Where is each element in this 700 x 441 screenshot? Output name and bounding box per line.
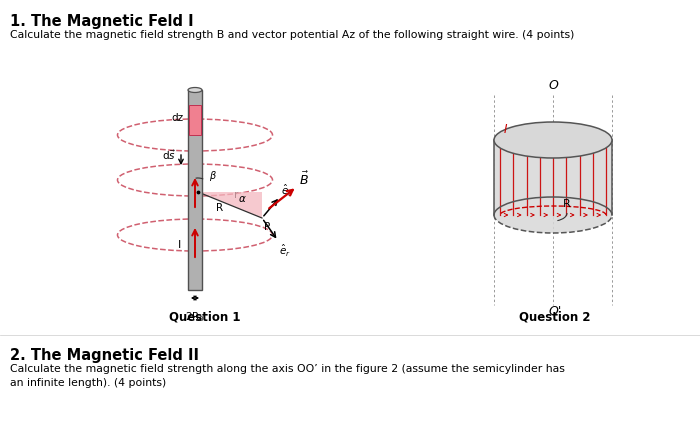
Text: $\hat{e}_r$: $\hat{e}_r$ bbox=[279, 243, 291, 259]
Bar bbox=[188, 90, 202, 290]
Ellipse shape bbox=[188, 87, 202, 93]
Text: $\vec{B}$: $\vec{B}$ bbox=[299, 170, 309, 187]
Text: R: R bbox=[563, 199, 570, 209]
Text: dz: dz bbox=[171, 113, 183, 123]
Text: $\hat{e}_t$: $\hat{e}_t$ bbox=[281, 183, 293, 199]
Text: I: I bbox=[504, 123, 508, 136]
Text: I: I bbox=[178, 240, 181, 250]
Ellipse shape bbox=[494, 122, 612, 158]
Text: d$\vec{s}$: d$\vec{s}$ bbox=[162, 148, 177, 162]
Text: O': O' bbox=[548, 305, 561, 318]
Text: R: R bbox=[216, 203, 223, 213]
Polygon shape bbox=[494, 122, 612, 233]
Text: 1. The Magnetic Feld I: 1. The Magnetic Feld I bbox=[10, 14, 194, 29]
Text: an infinite length). (4 points): an infinite length). (4 points) bbox=[10, 378, 167, 388]
Text: Question 1: Question 1 bbox=[169, 310, 241, 323]
Text: O: O bbox=[548, 79, 558, 92]
Text: 2R$_0$: 2R$_0$ bbox=[185, 310, 205, 324]
Text: r: r bbox=[234, 190, 239, 200]
Text: Question 2: Question 2 bbox=[519, 310, 591, 323]
Text: $\beta$: $\beta$ bbox=[209, 169, 217, 183]
Text: $\alpha$: $\alpha$ bbox=[238, 194, 246, 204]
Text: 2. The Magnetic Feld II: 2. The Magnetic Feld II bbox=[10, 348, 199, 363]
Bar bbox=[189, 105, 201, 135]
Text: Calculate the magnetic field strength B and vector potential Az of the following: Calculate the magnetic field strength B … bbox=[10, 30, 575, 40]
Text: Calculate the magnetic field strength along the axis OO’ in the figure 2 (assume: Calculate the magnetic field strength al… bbox=[10, 364, 565, 374]
Text: P: P bbox=[264, 222, 270, 232]
Polygon shape bbox=[198, 192, 262, 218]
